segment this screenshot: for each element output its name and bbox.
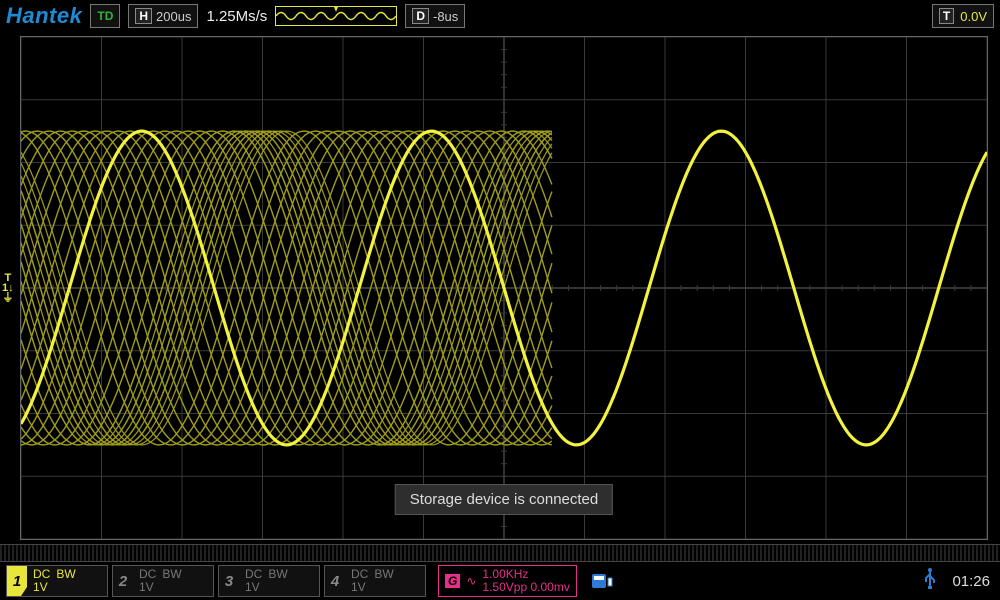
timebase-label: H — [135, 8, 152, 24]
delay-label: D — [412, 8, 429, 24]
channel-bw: BW — [268, 568, 287, 581]
channel-vdiv: 1V — [351, 581, 366, 594]
channel-bw: BW — [162, 568, 181, 581]
trigger-label: T — [939, 8, 954, 24]
measure-mean: 0.00mv — [530, 580, 569, 594]
delay-value: -8us — [433, 9, 458, 24]
trigger-readout[interactable]: T 0.0V — [932, 4, 994, 28]
channel-number: 2 — [113, 566, 133, 596]
channel-number: 4 — [325, 566, 345, 596]
run-status: TD — [90, 4, 120, 28]
wave-icon: ∿ — [466, 574, 476, 588]
channel-bw: BW — [56, 568, 75, 581]
delay-readout[interactable]: D -8us — [405, 4, 465, 28]
channel-number: 3 — [219, 566, 239, 596]
trigger-value: 0.0V — [960, 9, 987, 24]
timebase-readout[interactable]: H 200us — [128, 4, 198, 28]
channel-4-chip[interactable]: 4DCBW1V — [324, 565, 426, 597]
channel-vdiv: 1V — [139, 581, 154, 594]
measure-vpp: 1.50Vpp — [482, 580, 527, 594]
channel-2-chip[interactable]: 2DCBW1V — [112, 565, 214, 597]
waveform-plot[interactable]: Storage device is connected — [20, 36, 988, 540]
measure-g-icon: G — [445, 574, 460, 588]
memory-overview[interactable] — [275, 6, 397, 26]
storage-icon — [591, 572, 613, 590]
clock-readout: 01:26 — [952, 573, 990, 590]
samplerate-readout: 1.25Ms/s — [206, 8, 267, 25]
channel-1-chip[interactable]: 1DCBW1V — [6, 565, 108, 597]
timebase-value: 200us — [156, 9, 191, 24]
channel-ground-marker[interactable]: T1↓⏚ — [2, 273, 14, 303]
brand-logo: Hantek — [6, 3, 82, 29]
separator-bar — [0, 544, 1000, 562]
channel-vdiv: 1V — [245, 581, 260, 594]
channel-bw: BW — [374, 568, 393, 581]
usb-icon — [922, 568, 938, 595]
channel-number: 1 — [7, 566, 27, 596]
status-toast: Storage device is connected — [395, 484, 613, 515]
channel-3-chip[interactable]: 3DCBW1V — [218, 565, 320, 597]
channel-vdiv: 1V — [33, 581, 48, 594]
measurement-panel[interactable]: G ∿ 1.00KHz 1.50Vpp 0.00mv — [438, 565, 577, 597]
